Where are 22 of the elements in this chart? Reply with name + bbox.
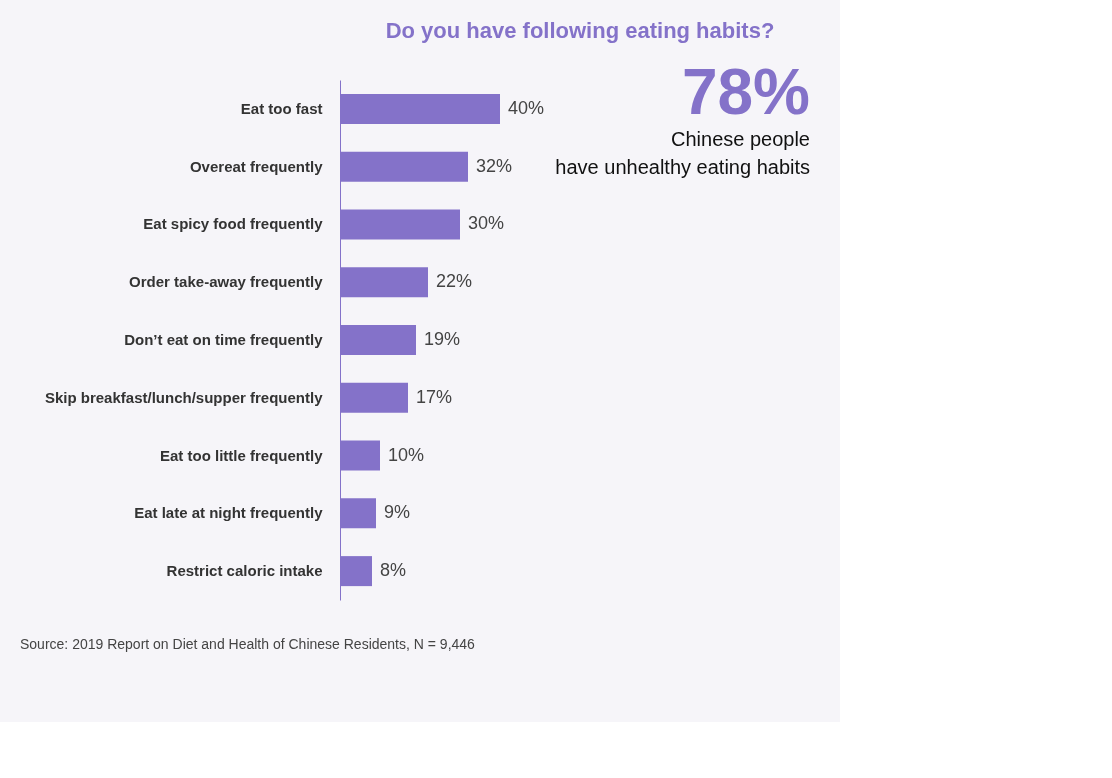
y-tick-label: Skip breakfast/lunch/supper frequently <box>44 388 324 406</box>
data-label: 32% <box>476 155 513 176</box>
data-label: 30% <box>468 213 505 234</box>
y-tick-label: Don’t eat on time frequently <box>124 331 324 348</box>
data-label: 17% <box>416 386 453 407</box>
data-label: 10% <box>388 444 425 465</box>
text: Chinese people have unhealthy eating habits <box>555 128 810 178</box>
source-note: Source: 2019 Report on Diet and Health of Chinese Residents, N = 9,446 <box>20 636 476 652</box>
data-label: 22% <box>436 271 473 292</box>
y-tick-label: Order take-away frequently <box>129 273 324 291</box>
y-tick-label: Overeat frequently <box>189 157 324 175</box>
data-label: 40% <box>508 97 545 118</box>
data-label: 8% <box>380 560 407 581</box>
y-tick-label: Eat late at night frequently <box>134 504 324 522</box>
data-label: 9% <box>384 502 411 523</box>
data-label: 19% <box>424 329 461 349</box>
text: 78% <box>681 56 810 128</box>
y-tick-label: Eat too fast <box>240 99 323 117</box>
text: Do you have following eating habits? <box>385 18 775 43</box>
y-tick-label: Eat too little frequently <box>159 446 324 464</box>
y-tick-label: Restrict caloric intake <box>166 562 323 580</box>
y-tick-label: Eat spicy food frequently <box>143 215 324 233</box>
